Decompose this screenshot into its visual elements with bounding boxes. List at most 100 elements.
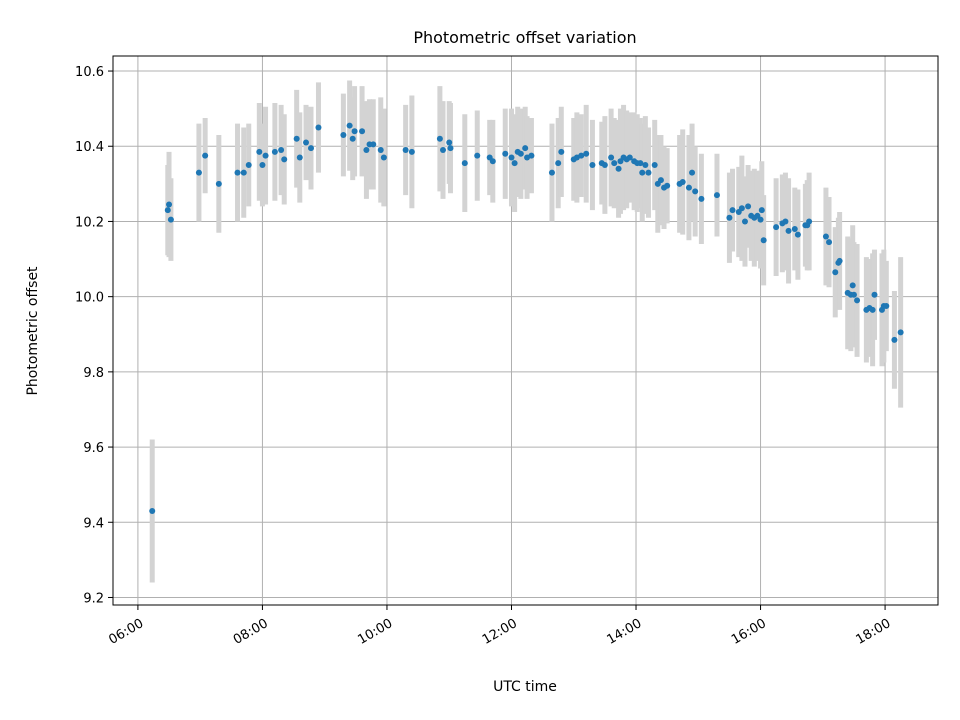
data-point [601,162,608,169]
data-point [578,152,585,159]
data-point [528,152,535,159]
data-point [281,156,288,163]
data-point [657,177,664,184]
data-point [773,224,780,231]
data-point [489,158,496,165]
data-point [698,195,705,202]
data-point [502,150,509,157]
data-point [164,207,171,214]
y-tick-label: 10.0 [75,291,104,306]
y-tick-label: 10.2 [75,215,104,230]
data-point [408,148,415,155]
data-point [583,150,590,157]
data-point [346,122,353,129]
data-point [363,147,370,154]
data-point [440,147,446,154]
data-point [167,216,174,223]
data-point [738,205,745,212]
data-point [897,329,904,336]
data-point [245,162,252,169]
data-point [608,154,615,161]
data-point [340,131,347,138]
data-point [259,162,266,169]
data-point [850,291,857,298]
data-point [794,231,801,238]
data-point [639,169,646,176]
data-point [370,141,377,148]
data-point [558,148,565,155]
data-point [782,218,789,225]
y-tick-label: 9.2 [83,591,104,606]
data-point [517,150,524,157]
data-point [611,160,618,167]
data-point [626,154,633,161]
data-point [308,145,314,152]
data-point [262,152,269,159]
data-point [548,169,555,176]
data-point [883,303,890,310]
data-point [664,182,671,189]
data-point [741,218,748,225]
y-tick-label: 10.4 [75,140,104,155]
data-point [836,257,843,264]
chart-title: Photometric offset variation [413,28,636,47]
data-point [359,128,366,135]
data-point [642,162,649,169]
data-point [240,169,247,176]
data-point [826,239,833,246]
data-point [679,178,686,185]
data-point [293,135,300,142]
data-point [447,145,454,152]
data-point [377,147,384,154]
y-axis-label: Photometric offset [25,266,41,396]
data-point [589,162,596,169]
data-point [806,218,813,225]
data-point [832,269,839,276]
data-point [726,214,733,221]
data-point [555,160,562,167]
data-point [278,147,285,154]
data-markers [149,122,904,514]
data-point [271,148,278,155]
data-point [651,162,658,169]
data-point [380,154,387,161]
data-point [349,135,356,142]
data-point [615,165,622,172]
data-point [436,135,443,142]
data-point [758,207,765,214]
data-point [891,336,898,343]
y-tick-label: 10.6 [75,65,104,80]
data-point [785,227,792,234]
data-point [692,188,699,195]
data-point [351,128,358,135]
data-point [256,148,263,155]
data-point [791,225,798,232]
data-point [402,147,409,154]
data-point [511,160,518,167]
plot-frame [112,55,939,606]
data-point [729,207,736,214]
data-point [315,124,322,131]
data-point [854,297,861,304]
data-point [166,201,173,208]
data-point [713,192,720,199]
data-point [149,507,156,514]
data-point [871,291,878,298]
data-point [446,139,453,146]
data-point [745,203,752,210]
data-point [303,139,310,146]
y-tick-label: 9.6 [83,441,104,456]
data-point [685,184,692,191]
data-point [689,169,696,176]
y-tick-label: 9.8 [83,366,104,381]
data-point [645,169,652,176]
data-point [760,237,767,244]
data-point [215,180,222,187]
data-point [637,160,644,167]
data-point [474,152,481,159]
data-point [869,306,876,313]
data-point [757,216,764,223]
data-point [296,154,303,161]
